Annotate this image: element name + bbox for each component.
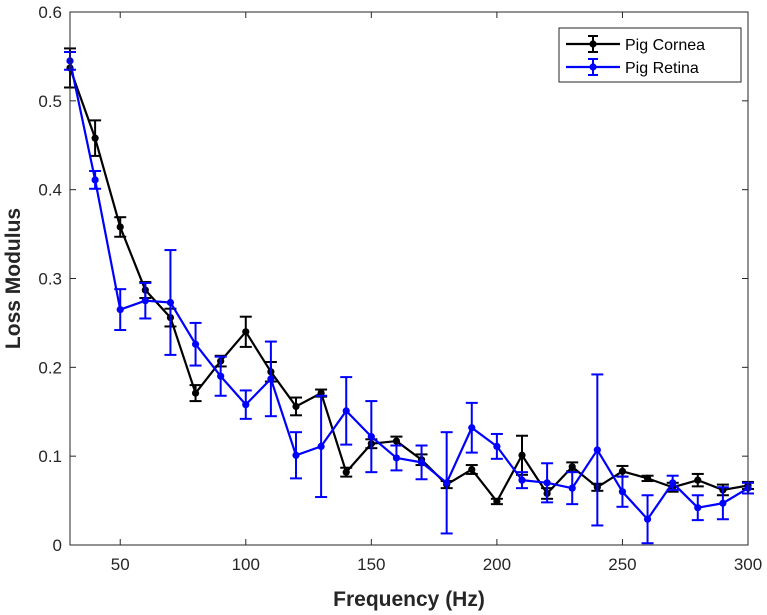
data-point (443, 479, 451, 487)
y-axis-title: Loss Modulus (2, 208, 25, 349)
data-point (568, 484, 576, 492)
x-tick-label: 300 (734, 555, 762, 574)
data-point (643, 474, 652, 482)
x-tick-label: 150 (357, 555, 385, 574)
data-point (493, 442, 501, 450)
data-point (493, 497, 501, 506)
data-point (191, 389, 200, 397)
legend-label: Pig Retina (625, 60, 699, 77)
data-point (568, 463, 576, 471)
y-tick-label: 0.1 (38, 447, 62, 466)
data-point (468, 424, 476, 432)
data-point (342, 407, 350, 415)
data-point (166, 298, 175, 307)
data-point (267, 375, 275, 383)
data-point (217, 372, 225, 380)
data-point (543, 479, 551, 487)
legend-marker (589, 63, 597, 71)
x-axis-title: Frequency (Hz) (333, 588, 485, 611)
data-point (694, 476, 702, 484)
data-point (292, 402, 300, 411)
y-tick-label: 0 (53, 536, 62, 555)
legend: Pig Cornea Pig Retina (558, 27, 742, 83)
data-point (618, 467, 627, 475)
y-tick-label: 0.5 (38, 92, 62, 111)
data-point (468, 465, 476, 474)
data-point (518, 476, 526, 484)
axis-ticks: 50 100 150 200 250 300 0 0.1 0.2 0.3 0.4 0.5 0.6 (38, 3, 762, 574)
series-line (68, 67, 749, 503)
data-point (669, 479, 677, 487)
legend-label: Pig Cornea (625, 37, 705, 54)
y-tick-label: 0.2 (38, 358, 62, 377)
data-point (417, 458, 426, 466)
data-point (367, 433, 375, 441)
data-point (317, 442, 325, 450)
data-point (719, 499, 727, 507)
x-tick-label: 200 (483, 555, 511, 574)
x-tick-label: 100 (232, 555, 260, 574)
plot-area (64, 47, 754, 545)
data-point (593, 446, 601, 454)
data-point (518, 451, 526, 459)
data-point (392, 454, 401, 462)
x-tick-label: 50 (111, 555, 130, 574)
data-point (618, 488, 627, 496)
data-point (342, 468, 350, 476)
data-point (141, 297, 149, 305)
legend-marker (589, 40, 597, 48)
data-point (116, 223, 124, 231)
data-point (191, 340, 200, 348)
y-tick-label: 0.4 (38, 181, 62, 200)
data-point (643, 515, 652, 523)
x-tick-label: 250 (608, 555, 636, 574)
data-point (292, 451, 300, 459)
data-point (91, 134, 99, 142)
series-1 (64, 50, 754, 545)
y-tick-label: 0.6 (38, 3, 62, 22)
data-point (694, 504, 702, 512)
data-point (392, 437, 401, 445)
data-point (116, 305, 124, 314)
data-point (242, 328, 250, 336)
data-point (91, 176, 99, 184)
series-line (68, 60, 749, 521)
y-tick-label: 0.3 (38, 270, 62, 289)
data-point (242, 401, 250, 409)
